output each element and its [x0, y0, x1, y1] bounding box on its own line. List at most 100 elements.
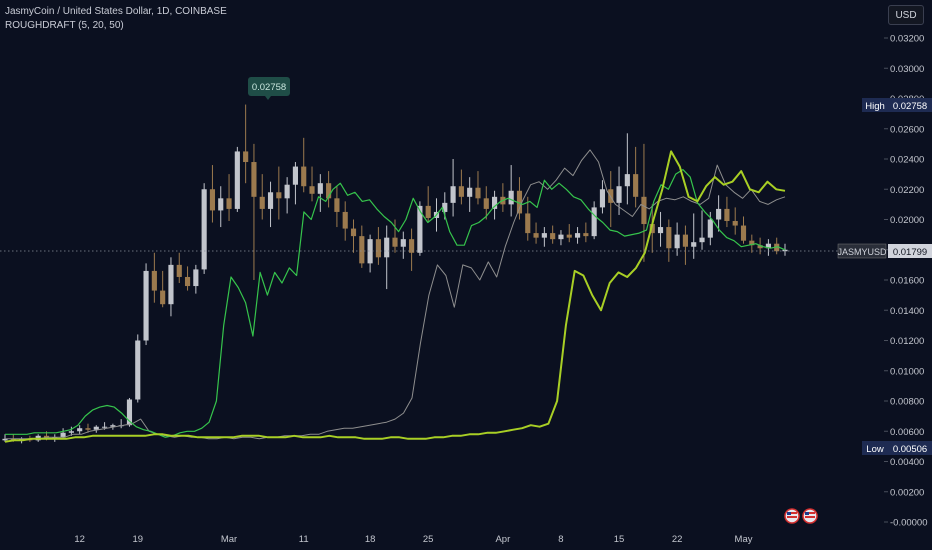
- candle-body: [599, 189, 606, 208]
- candle-body: [400, 239, 406, 247]
- candle-body: [334, 198, 340, 212]
- last-price-marker: JASMYUSD 0.01799: [837, 243, 932, 259]
- candle-body: [209, 189, 216, 211]
- candle-body: [633, 174, 639, 197]
- candle-body: [226, 198, 232, 209]
- candle-body: [574, 233, 581, 238]
- x-tick-label: 25: [423, 534, 434, 545]
- low-value: 0.00506: [893, 444, 927, 455]
- x-tick-label: 22: [672, 534, 683, 545]
- indicator-line-3: [4, 150, 786, 443]
- candle-body: [691, 242, 697, 247]
- y-tick-label: 0.01200: [890, 336, 924, 347]
- candle-body: [409, 239, 415, 253]
- candle-body: [450, 186, 456, 203]
- candle-body: [591, 207, 597, 237]
- high-marker: High 0.02758: [862, 98, 932, 112]
- x-tick-label: 8: [558, 534, 563, 545]
- indicator-line-1: [5, 149, 786, 440]
- candle-body: [707, 219, 713, 238]
- x-axis: 12 19 Mar 11 18 25 Apr 8 15 22 May: [74, 534, 752, 545]
- y-tick-label: 0.03000: [890, 64, 924, 75]
- candle-body: [483, 198, 489, 209]
- y-tick-label: 0.00400: [890, 457, 924, 468]
- candle-body: [243, 151, 249, 163]
- candle-body: [467, 187, 473, 197]
- candle-body: [102, 426, 108, 428]
- y-tick-label: 0.01000: [890, 366, 924, 377]
- candle-body: [425, 205, 431, 218]
- candle-body: [135, 340, 141, 400]
- candle-body: [417, 205, 423, 253]
- candle-body: [326, 183, 332, 199]
- candle-body: [218, 198, 224, 211]
- y-tick-label: 0.03200: [890, 34, 924, 45]
- candle-body: [583, 233, 589, 237]
- x-tick-label: 18: [365, 534, 376, 545]
- candle-body: [284, 184, 290, 199]
- x-tick-label: 19: [132, 534, 143, 545]
- candle-body: [475, 187, 481, 199]
- candle-body: [674, 234, 680, 249]
- candle-body: [566, 234, 572, 238]
- candle-body: [782, 249, 788, 252]
- candle-body: [259, 196, 265, 209]
- candle-body: [392, 237, 398, 247]
- candle-body: [276, 192, 282, 199]
- high-tooltip-value: 0.02758: [252, 82, 286, 93]
- candle-body: [508, 190, 514, 205]
- candle-body: [251, 162, 257, 197]
- last-price-symbol: JASMYUSD: [837, 247, 887, 257]
- candle-body: [442, 202, 448, 212]
- candle-body: [176, 264, 182, 277]
- indicator-line-2: [5, 169, 786, 438]
- candle-body: [541, 233, 547, 238]
- currency-button[interactable]: USD: [888, 5, 924, 25]
- candle-body: [68, 431, 74, 433]
- y-tick-label: 0.00200: [890, 487, 924, 498]
- candle-body: [492, 196, 498, 209]
- x-tick-label: Mar: [221, 534, 237, 545]
- candle-body: [201, 189, 207, 270]
- candle-body: [301, 166, 307, 187]
- candle-body: [657, 227, 664, 234]
- x-tick-label: May: [735, 534, 753, 545]
- indicator-lines: [4, 149, 786, 443]
- candle-body: [749, 240, 755, 246]
- candle-body: [732, 221, 738, 226]
- candle-body: [93, 426, 99, 430]
- y-tick-label: 0.00800: [890, 397, 924, 408]
- candle-body: [85, 428, 91, 430]
- candle-body: [375, 239, 381, 258]
- candle-body: [384, 237, 390, 258]
- candle-body: [533, 233, 539, 238]
- candle-body: [641, 196, 647, 225]
- us-flag-icon[interactable]: [802, 508, 818, 524]
- candle-body: [234, 151, 240, 209]
- candle-body: [666, 227, 672, 249]
- candle-body: [624, 174, 630, 187]
- x-tick-label: 11: [299, 534, 309, 545]
- candle-body: [740, 225, 747, 241]
- candle-body: [168, 264, 174, 305]
- high-value: 0.02758: [893, 101, 927, 112]
- us-flag-icon[interactable]: [784, 508, 800, 524]
- candle-body: [267, 192, 274, 209]
- y-tick-label: 0.00600: [890, 427, 924, 438]
- symbol-title: JasmyCoin / United States Dollar, 1D, CO…: [5, 6, 227, 17]
- candle-body: [525, 213, 531, 234]
- candle-body: [359, 236, 365, 264]
- candle-body: [550, 233, 556, 240]
- low-label: Low: [866, 444, 884, 455]
- candle-body: [516, 190, 523, 214]
- candle-body: [458, 186, 464, 197]
- candle-body: [143, 270, 149, 341]
- high-tooltip: 0.02758: [248, 77, 290, 100]
- x-tick-label: 15: [614, 534, 625, 545]
- candle-body: [60, 432, 66, 438]
- candle-body: [184, 276, 191, 287]
- candle-body: [649, 224, 655, 234]
- candle-body: [317, 183, 323, 194]
- candle-body: [558, 234, 564, 240]
